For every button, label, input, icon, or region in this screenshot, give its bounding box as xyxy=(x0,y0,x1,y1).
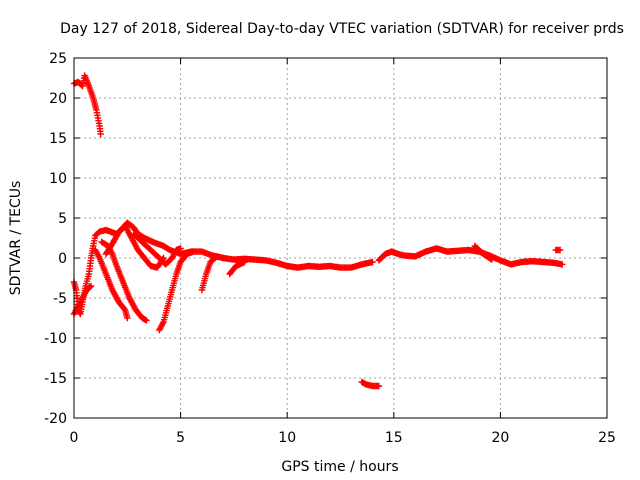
y-tick-label: -20 xyxy=(44,411,67,427)
data-point xyxy=(369,258,376,266)
data-point xyxy=(97,130,104,138)
data-point xyxy=(375,382,383,390)
y-tick-label: 15 xyxy=(49,131,67,147)
y-tick-label: -15 xyxy=(44,371,67,387)
data-track-11 xyxy=(375,245,566,268)
data-point xyxy=(124,314,131,322)
y-tick-label: -10 xyxy=(44,331,67,347)
chart-title: Day 127 of 2018, Sidereal Day-to-day VTE… xyxy=(60,21,624,37)
data-track-8 xyxy=(198,253,227,294)
data-point xyxy=(241,258,248,266)
data-track-4 xyxy=(98,238,150,324)
y-tick-label: -5 xyxy=(53,291,67,307)
x-axis-label: GPS time / hours xyxy=(281,459,398,475)
data-point xyxy=(488,256,496,263)
y-axis-label: SDTVAR / TECUs xyxy=(8,181,24,296)
data-point xyxy=(87,282,95,290)
data-track-3 xyxy=(92,246,131,322)
data-point xyxy=(556,246,564,254)
data-point xyxy=(220,254,227,262)
data-point xyxy=(86,283,94,291)
y-tick-label: 25 xyxy=(49,51,67,67)
y-tick-label: 20 xyxy=(49,91,67,107)
data-track-2 xyxy=(70,282,95,318)
tick-labels: 0 5 10 15 20 25 -20 -15 -10 -5 0 5 10 15 20 25 xyxy=(44,51,616,446)
x-tick-label: 0 xyxy=(70,430,79,446)
data-track-9 xyxy=(226,258,248,278)
grid-lines xyxy=(74,58,607,418)
data-track-13 xyxy=(552,246,564,254)
data-point xyxy=(190,248,197,255)
x-tick-label: 15 xyxy=(385,430,403,446)
data-point xyxy=(559,261,566,268)
x-tick-label: 25 xyxy=(598,430,616,446)
x-tick-label: 5 xyxy=(176,430,185,446)
data-point xyxy=(143,317,150,324)
data-track-10 xyxy=(358,378,383,390)
plot-frame xyxy=(73,57,608,419)
data-track-7 xyxy=(156,248,197,334)
data-track-0 xyxy=(70,72,104,138)
data-track-12 xyxy=(471,242,496,263)
data-points xyxy=(70,72,566,390)
y-tick-label: 5 xyxy=(58,211,67,227)
data-track-5 xyxy=(102,222,167,271)
y-tick-label: 0 xyxy=(58,251,67,267)
x-tick-label: 10 xyxy=(278,430,296,446)
x-tick-label: 20 xyxy=(491,430,509,446)
y-tick-label: 10 xyxy=(49,171,67,187)
axis-ticks xyxy=(73,57,608,419)
data-point xyxy=(177,245,184,252)
data-track-6 xyxy=(130,230,184,268)
